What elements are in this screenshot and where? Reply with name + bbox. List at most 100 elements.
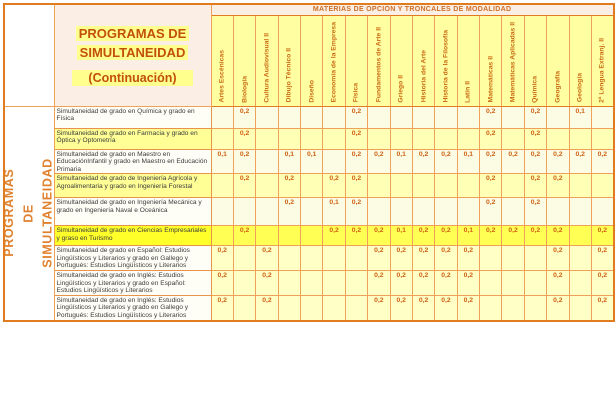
data-cell: [389, 127, 413, 150]
data-cell: 0,2: [210, 294, 234, 322]
data-cell: 0,2: [255, 245, 279, 271]
column-header: Historia de la Filosofía: [434, 14, 458, 107]
data-cell: 0,2: [411, 269, 436, 296]
data-cell: [299, 225, 324, 247]
data-cell: [478, 245, 503, 271]
data-cell: [434, 197, 458, 227]
data-cell: 0,2: [411, 225, 436, 247]
data-cell: 0,2: [546, 148, 570, 175]
data-cell: 0,2: [590, 245, 615, 271]
data-cell: 0,2: [546, 245, 570, 271]
data-cell: 0,2: [434, 148, 458, 175]
column-header-label: Historia de la Filosofía: [442, 29, 450, 103]
data-cell: 0,2: [501, 148, 525, 175]
row-label: Simultaneidad de grado en Inglés: Estudi…: [53, 294, 212, 322]
data-cell: [411, 173, 436, 199]
column-header-label: Griego II: [397, 74, 405, 103]
data-cell: 0,2: [367, 294, 391, 322]
data-cell: [389, 105, 413, 129]
data-cell: [277, 105, 302, 129]
data-cell: [389, 173, 413, 199]
data-cell: [590, 173, 615, 199]
simultaneity-table: PROGRAMAS DE SIMULTANEIDAD (Continuación…: [3, 3, 615, 323]
data-cell: 0,2: [411, 294, 436, 322]
data-cell: 0,2: [478, 197, 503, 227]
data-cell: [411, 197, 436, 227]
column-header: Griego II: [389, 14, 413, 107]
column-header-label: Geología: [576, 73, 584, 103]
column-header-label: Química: [531, 75, 539, 103]
data-cell: 0,2: [523, 127, 548, 150]
data-cell: [367, 197, 391, 227]
data-cell: [210, 127, 234, 150]
column-header: Fundamentos de Arte II: [367, 14, 391, 107]
data-cell: [456, 127, 481, 150]
data-cell: 0,2: [344, 173, 369, 199]
column-header: Matemáticas Aplicadas II: [501, 14, 525, 107]
data-cell: 0,1: [210, 148, 234, 175]
column-header-label: Economía de la Empresa: [330, 22, 338, 103]
column-header-label: Diseño: [308, 79, 316, 103]
data-cell: 0,1: [299, 148, 324, 175]
data-cell: 0,2: [277, 173, 302, 199]
data-cell: [546, 197, 570, 227]
data-cell: 0,2: [367, 245, 391, 271]
data-cell: [501, 245, 525, 271]
column-header: Geografía: [546, 14, 570, 107]
column-header: Diseño: [299, 14, 324, 107]
data-cell: 0,2: [523, 148, 548, 175]
data-cell: 0,1: [277, 148, 302, 175]
data-cell: [523, 245, 548, 271]
row-label: Simultaneidad de grado en Química y grad…: [53, 105, 212, 129]
data-cell: [411, 127, 436, 150]
column-header: Economía de la Empresa: [322, 14, 346, 107]
data-cell: 0,2: [434, 225, 458, 247]
data-cell: [568, 173, 592, 199]
data-cell: [344, 269, 369, 296]
data-cell: 0,2: [478, 225, 503, 247]
data-cell: [501, 173, 525, 199]
data-cell: [299, 173, 324, 199]
page-title-line2: SIMULTANEIDAD: [76, 45, 189, 61]
column-header-row: Artes Escénicas Biología Cultura Audiovisu…: [4, 14, 615, 107]
data-cell: 0,1: [456, 148, 481, 175]
data-cell: 0,2: [232, 148, 257, 175]
data-cell: [434, 105, 458, 129]
data-cell: [568, 269, 592, 296]
data-cell: 0,2: [411, 245, 436, 271]
data-cell: [456, 105, 481, 129]
data-cell: [232, 245, 257, 271]
data-cell: 0,2: [523, 173, 548, 199]
data-cell: [568, 127, 592, 150]
data-cell: [568, 245, 592, 271]
data-cell: 0,2: [456, 269, 481, 296]
data-cell: [456, 173, 481, 199]
data-cell: [501, 294, 525, 322]
data-cell: 0,2: [546, 225, 570, 247]
data-cell: [344, 294, 369, 322]
column-header-label: Latín II: [464, 80, 472, 103]
column-header: Biología: [232, 14, 257, 107]
row-label: Simultaneidad de grado en Español: Estud…: [53, 245, 212, 271]
table-row: Simultaneidad de grado en Ingeniería Mec…: [4, 197, 615, 227]
data-cell: [210, 105, 234, 129]
page-title: PROGRAMAS DE SIMULTANEIDAD: [55, 25, 210, 63]
data-cell: 0,2: [456, 245, 481, 271]
data-cell: 0,2: [590, 148, 615, 175]
data-cell: [322, 127, 346, 150]
data-cell: [299, 294, 324, 322]
data-cell: 0,2: [456, 294, 481, 322]
data-cell: [456, 197, 481, 227]
data-cell: [344, 245, 369, 271]
data-cell: 0,2: [478, 105, 503, 129]
column-header: Cultura Audiovisual II: [255, 14, 279, 107]
data-cell: [322, 245, 346, 271]
data-cell: 0,2: [389, 245, 413, 271]
column-header-label: Física: [352, 83, 360, 103]
data-cell: 0,1: [568, 105, 592, 129]
data-cell: 0,2: [568, 148, 592, 175]
data-cell: [568, 225, 592, 247]
column-header: Matemáticas II: [478, 14, 503, 107]
data-cell: 0,2: [434, 269, 458, 296]
data-cell: [523, 294, 548, 322]
